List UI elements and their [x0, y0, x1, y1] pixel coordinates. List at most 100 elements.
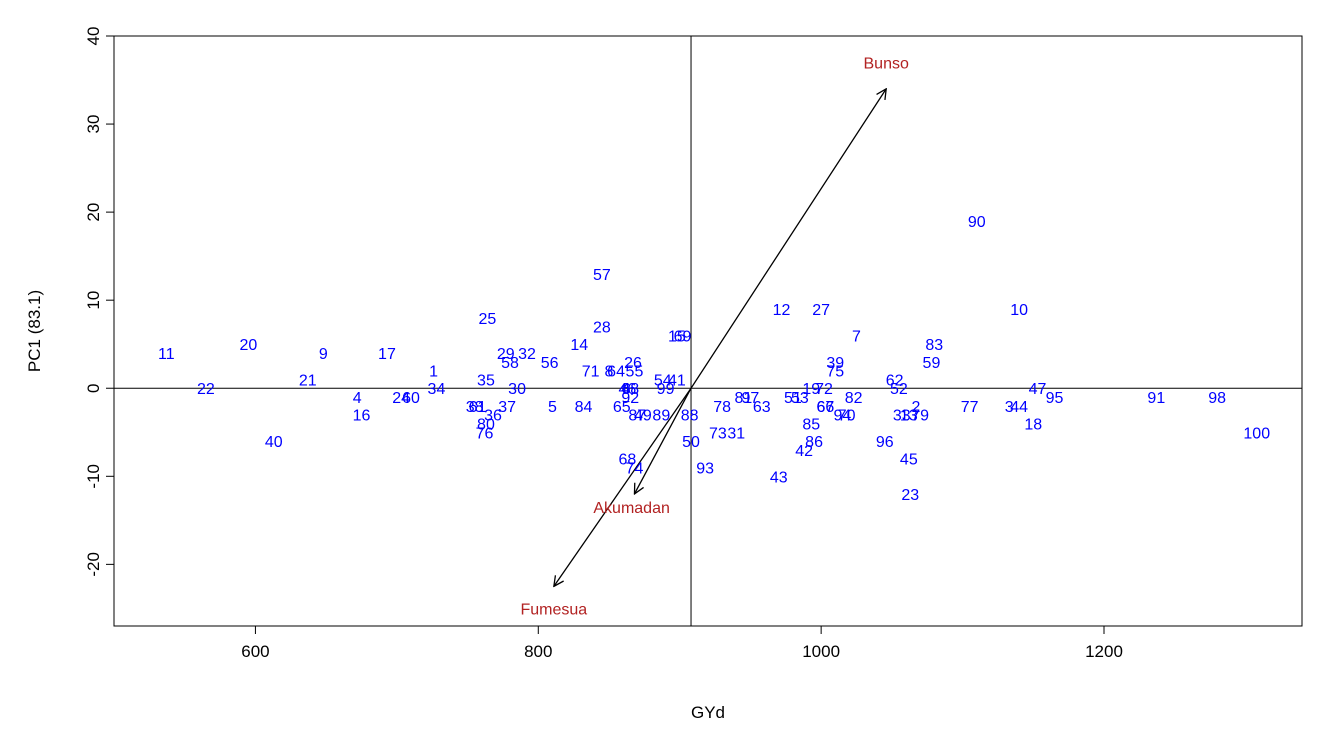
genotype-label-98: 98: [1208, 390, 1226, 407]
plot-frame: [113, 35, 1303, 627]
genotype-label-67: 67: [816, 399, 834, 416]
genotype-label-18: 18: [1024, 416, 1042, 433]
x-axis-title: GYd: [691, 703, 725, 722]
y-tick-label: 30: [84, 115, 103, 134]
genotype-label-25: 25: [478, 311, 496, 328]
genotype-label-53: 53: [791, 390, 809, 407]
environment-vector-akumadan: [634, 387, 692, 494]
genotype-label-10: 10: [1010, 302, 1028, 319]
environment-vector-fumesua: [554, 387, 692, 586]
genotype-label-46: 46: [618, 381, 636, 398]
environment-label-akumadan: Akumadan: [593, 500, 670, 517]
genotype-label-65: 65: [613, 399, 631, 416]
genotype-label-92: 92: [621, 390, 639, 407]
genotype-label-7: 7: [852, 328, 861, 345]
genotype-label-94: 94: [833, 408, 851, 425]
environment-label-fumesua: Fumesua: [520, 601, 587, 618]
genotype-label-84: 84: [575, 399, 593, 416]
genotype-label-87: 87: [628, 408, 646, 425]
genotype-label-31: 31: [727, 425, 745, 442]
genotype-label-22: 22: [197, 381, 215, 398]
genotype-label-51: 51: [784, 390, 802, 407]
genotype-label-56: 56: [541, 355, 559, 372]
genotype-label-17: 17: [378, 346, 396, 363]
genotype-label-55: 55: [626, 364, 644, 381]
genotype-label-19: 19: [802, 381, 820, 398]
genotype-label-40: 40: [265, 434, 283, 451]
genotype-label-79: 79: [911, 408, 929, 425]
x-tick-label: 800: [524, 642, 552, 661]
genotype-label-59: 59: [923, 355, 941, 372]
genotype-label-89: 89: [652, 408, 670, 425]
y-axis-title: PC1 (83.1): [25, 290, 44, 372]
genotype-label-49: 49: [634, 408, 652, 425]
genotype-label-30: 30: [508, 381, 526, 398]
genotype-label-61: 61: [469, 399, 487, 416]
genotype-label-28: 28: [593, 320, 611, 337]
genotype-label-86: 86: [805, 434, 823, 451]
genotype-label-90: 90: [968, 214, 986, 231]
genotype-label-97: 97: [742, 390, 760, 407]
genotype-labels: 12 34567891011121314151617181920212223242…: [158, 214, 1270, 504]
genotype-label-8: 8: [605, 364, 614, 381]
genotype-label-63: 63: [753, 399, 771, 416]
genotype-label-34: 34: [428, 381, 446, 398]
x-tick-label: 1200: [1085, 642, 1123, 661]
genotype-label-68: 68: [618, 452, 636, 469]
x-axis: 600 800 1000 1200: [241, 626, 1123, 661]
genotype-label-60: 60: [402, 390, 420, 407]
environment-vectors: [554, 89, 886, 587]
genotype-label-70: 70: [838, 408, 856, 425]
genotype-label-73: 73: [709, 425, 727, 442]
genotype-label-64: 64: [607, 364, 625, 381]
genotype-label-52: 52: [890, 381, 908, 398]
environment-labels: Bunso Akumadan Fumesua: [520, 55, 908, 618]
genotype-label-39: 39: [826, 355, 844, 372]
x-tick-label: 600: [241, 642, 269, 661]
genotype-label-29: 29: [497, 346, 515, 363]
genotype-label-66: 66: [816, 399, 834, 416]
genotype-label-77: 77: [961, 399, 979, 416]
genotype-label-9: 9: [319, 346, 328, 363]
genotype-label-96: 96: [876, 434, 894, 451]
genotype-label-23: 23: [901, 487, 919, 504]
genotype-label-82: 82: [845, 390, 863, 407]
genotype-label-74: 74: [626, 460, 644, 477]
genotype-label-47: 47: [1029, 381, 1047, 398]
genotype-label-76: 76: [476, 425, 494, 442]
genotype-label-81: 81: [734, 390, 752, 407]
genotype-label-33: 33: [893, 408, 911, 425]
genotype-label-48: 48: [621, 381, 639, 398]
y-tick-label: -20: [84, 552, 103, 577]
genotype-label-1: 1: [429, 364, 438, 381]
genotype-label-16: 16: [353, 408, 371, 425]
environment-vector-bunso: [690, 89, 886, 389]
genotype-label-80: 80: [477, 416, 495, 433]
environment-label-bunso: Bunso: [864, 55, 909, 72]
genotype-label-58: 58: [501, 355, 519, 372]
genotype-label-12: 12: [773, 302, 791, 319]
genotype-label-45: 45: [900, 452, 918, 469]
reference-lines: [114, 36, 1302, 626]
y-tick-label: -10: [84, 464, 103, 489]
y-axis: -20 -10 0 10 20 30 40: [84, 27, 114, 577]
genotype-label-26: 26: [624, 355, 642, 372]
genotype-label-78: 78: [713, 399, 731, 416]
genotype-label-11: 11: [158, 346, 175, 363]
genotype-label-75: 75: [826, 364, 844, 381]
genotype-label-95: 95: [1046, 390, 1064, 407]
y-tick-label: 40: [84, 27, 103, 46]
genotype-label-38: 38: [466, 399, 484, 416]
y-tick-label: 0: [84, 384, 103, 393]
genotype-label-71: 71: [582, 364, 600, 381]
genotype-label-85: 85: [802, 416, 820, 433]
x-tick-label: 1000: [802, 642, 840, 661]
y-tick-label: 10: [84, 291, 103, 310]
genotype-label-32: 32: [518, 346, 536, 363]
genotype-label-91: 91: [1147, 390, 1165, 407]
genotype-label-83: 83: [925, 337, 943, 354]
genotype-label-93: 93: [696, 460, 714, 477]
genotype-label-5: 5: [548, 399, 557, 416]
genotype-label-57: 57: [593, 267, 611, 284]
